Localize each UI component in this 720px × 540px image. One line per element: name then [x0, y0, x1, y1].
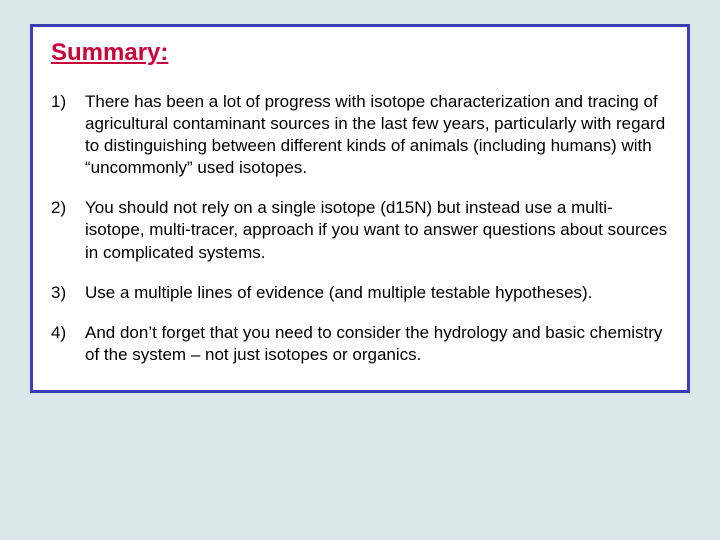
summary-title: Summary: — [51, 39, 669, 67]
item-text: Use a multiple lines of evidence (and mu… — [85, 282, 669, 304]
list-item: 4) And don’t forget that you need to con… — [51, 322, 669, 366]
list-item: 1) There has been a lot of progress with… — [51, 91, 669, 179]
item-number: 4) — [51, 322, 85, 344]
summary-panel: Summary: 1) There has been a lot of prog… — [30, 24, 690, 393]
list-item: 2) You should not rely on a single isoto… — [51, 197, 669, 263]
list-item: 3) Use a multiple lines of evidence (and… — [51, 282, 669, 304]
item-text: You should not rely on a single isotope … — [85, 197, 669, 263]
item-number: 2) — [51, 197, 85, 219]
item-number: 3) — [51, 282, 85, 304]
summary-list: 1) There has been a lot of progress with… — [51, 91, 669, 366]
item-text: And don’t forget that you need to consid… — [85, 322, 669, 366]
item-number: 1) — [51, 91, 85, 113]
item-text: There has been a lot of progress with is… — [85, 91, 669, 179]
